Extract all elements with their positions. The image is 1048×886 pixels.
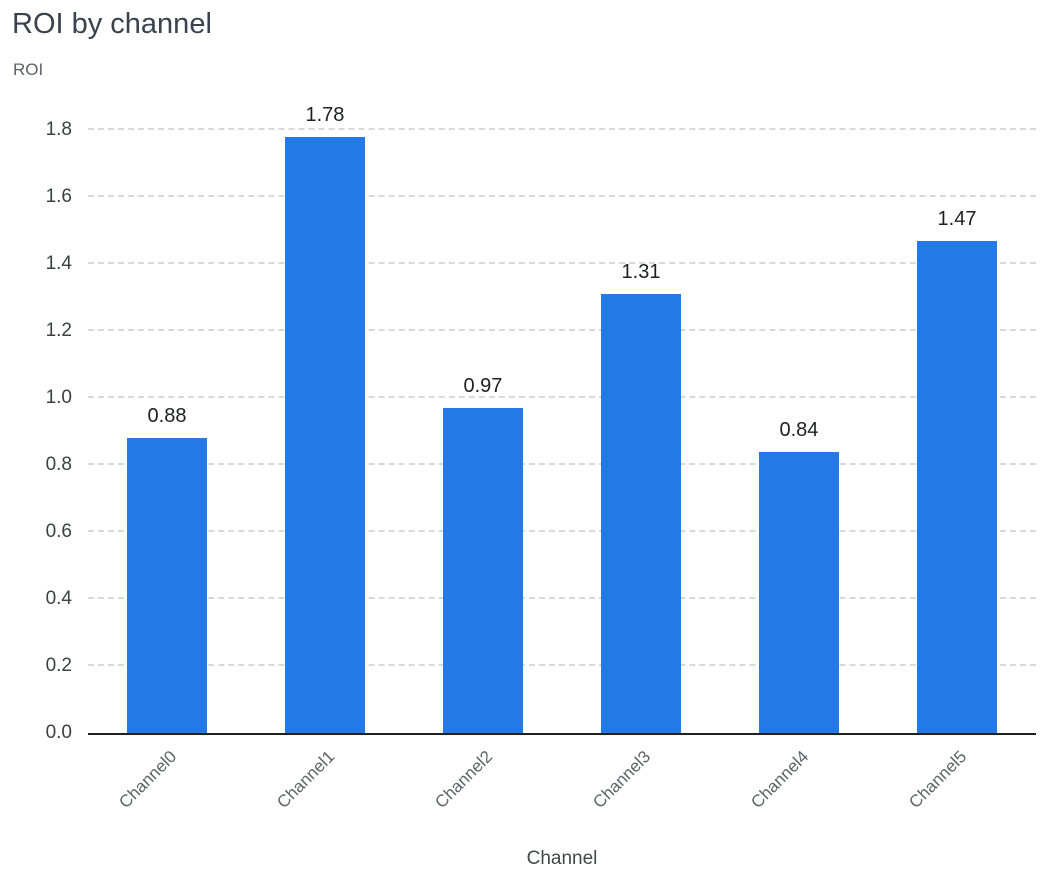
x-tick-label: Channel1 (273, 747, 339, 812)
y-axis-label: ROI (13, 60, 44, 79)
y-tick-label: 1.4 (45, 252, 72, 274)
y-tick-label: 0.2 (45, 654, 72, 676)
bar-column: 1.78 Channel1 (246, 104, 404, 812)
bar (284, 136, 365, 733)
y-tick-label: 0.8 (45, 454, 72, 475)
x-tick-label: Channel3 (589, 747, 655, 812)
bar-column: 0.84 Channel4 (720, 130, 878, 812)
y-tick-label: 1.8 (45, 119, 72, 140)
bar-column: 1.31 Channel3 (562, 130, 720, 812)
x-tick-label: Channel2 (431, 747, 497, 812)
x-axis-title: Channel (526, 848, 598, 869)
bar-value-label: 0.84 (779, 418, 819, 441)
gridline (88, 463, 1036, 466)
y-tick-label: 1.0 (45, 386, 72, 408)
bar (758, 451, 839, 733)
bar-value-label: 1.47 (937, 207, 977, 230)
x-tick-label: Channel5 (905, 747, 971, 812)
bar (600, 294, 681, 733)
y-tick-label: 0.0 (45, 722, 72, 743)
bar-value-label: 0.97 (463, 375, 503, 398)
gridline (88, 396, 1036, 398)
bar-column: 1.47 Channel5 (878, 130, 1036, 812)
gridline (88, 329, 1036, 331)
gridline (88, 664, 1036, 667)
bar-column: 0.97 Channel2 (404, 130, 562, 812)
x-tick-label: Channel4 (747, 747, 813, 812)
bar-value-label: 0.88 (147, 405, 187, 428)
bar-value-label: 1.78 (305, 103, 345, 126)
y-tick-label: 0.6 (45, 521, 72, 542)
y-tick-label: 1.2 (45, 320, 72, 341)
bar (442, 408, 523, 733)
bar (916, 240, 997, 733)
gridline (88, 597, 1036, 600)
gridline (88, 195, 1036, 198)
gridline (88, 128, 1036, 130)
gridline (88, 262, 1036, 264)
y-tick-label: 0.4 (45, 588, 72, 609)
plot-area: 0.0 0.2 0.4 0.6 0.8 1.0 1.2 1.4 1.6 1.8 0.88 Channe… (46, 104, 1036, 812)
y-tick-label: 1.6 (45, 185, 72, 207)
bar-value-label: 1.31 (621, 261, 661, 284)
x-tick-label: Channel0 (115, 747, 181, 812)
bar-column: 0.88 Channel0 (88, 130, 246, 812)
chart-title: ROI by channel (12, 8, 212, 40)
gridline (88, 530, 1036, 532)
bar (126, 438, 207, 733)
